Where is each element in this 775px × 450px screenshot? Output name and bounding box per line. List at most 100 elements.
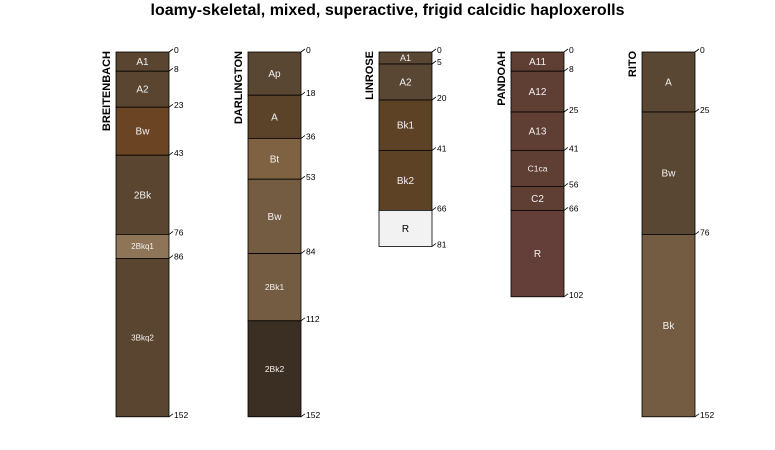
horizon-block <box>247 178 302 254</box>
depth-label: 66 <box>437 203 447 213</box>
profile-name: LINROSE <box>364 51 376 100</box>
horizon-label: Bt <box>270 154 280 165</box>
depth-label: 43 <box>174 148 184 158</box>
depth-tick <box>168 103 174 108</box>
profile-name: BREITENBACH <box>101 51 113 131</box>
depth-tick <box>431 147 437 151</box>
depth-label: 0 <box>306 45 311 55</box>
depth-label: 81 <box>437 239 447 249</box>
depth-tick <box>431 243 437 247</box>
horizon-block <box>115 70 170 108</box>
depth-tick <box>431 48 437 53</box>
depth-tick <box>168 67 174 72</box>
depth-tick <box>168 48 174 53</box>
horizon-block <box>510 70 565 113</box>
depth-tick <box>431 96 437 101</box>
depth-label: 25 <box>569 105 579 115</box>
depth-label: 102 <box>569 290 583 300</box>
horizon-label: C2 <box>531 194 544 205</box>
depth-label: 41 <box>437 143 447 153</box>
depth-label: 152 <box>306 410 320 420</box>
depth-label: 0 <box>569 45 574 55</box>
depth-tick <box>563 293 569 298</box>
depth-tick <box>563 207 569 211</box>
depth-label: 86 <box>174 251 184 261</box>
horizon-label: Bw <box>268 212 283 223</box>
profile-name: PANDOAH <box>496 51 508 106</box>
horizon-block <box>510 185 565 211</box>
depth-tick <box>694 231 700 235</box>
depth-label: 8 <box>569 64 574 74</box>
soil-profile: BREITENBACH A1 A2 Bw 2Bk 2Bkq1 3Bkq2 0 8 23 43 76 86… <box>101 45 188 420</box>
horizon-label: Ap <box>268 69 281 80</box>
depth-label: 0 <box>437 45 442 55</box>
horizon-label: Bw <box>662 169 677 180</box>
depth-tick <box>431 207 437 211</box>
depth-tick <box>300 250 306 254</box>
horizon-block <box>115 257 170 418</box>
horizon-block <box>247 253 302 322</box>
horizon-label: Bk2 <box>397 176 415 187</box>
depth-tick <box>563 183 569 187</box>
depth-tick <box>563 108 569 113</box>
horizon-block <box>378 99 433 151</box>
depth-label: 36 <box>306 131 316 141</box>
depth-label: 152 <box>700 410 714 420</box>
profile-name: RITO <box>627 51 639 78</box>
depth-label: 5 <box>437 57 442 67</box>
depth-tick <box>694 48 700 53</box>
horizon-label: 2Bk2 <box>265 364 285 374</box>
horizon-label: A <box>271 112 278 123</box>
horizon-block <box>247 137 302 180</box>
depth-tick <box>694 413 700 418</box>
depth-tick <box>168 151 174 156</box>
depth-label: 0 <box>174 45 179 55</box>
depth-tick <box>563 67 569 72</box>
horizon-label: A11 <box>529 57 546 68</box>
depth-tick <box>168 231 174 235</box>
horizon-block <box>115 106 170 156</box>
depth-tick <box>431 60 437 65</box>
depth-label: 18 <box>306 88 316 98</box>
horizon-block <box>378 63 433 101</box>
depth-tick <box>300 91 306 96</box>
horizon-label: Bk <box>663 321 676 332</box>
horizon-label: A12 <box>529 87 547 98</box>
depth-label: 76 <box>174 227 184 237</box>
depth-tick <box>300 135 306 139</box>
soil-profile: LINROSE A1 A2 Bk1 Bk2 R 0 5 20 41 66 81 <box>364 45 447 249</box>
depth-label: 112 <box>306 314 320 324</box>
soil-profile: DARLINGTON Ap A Bt Bw 2Bk1 2Bk2 0 18 36 53 84 112 152 <box>233 45 320 420</box>
horizon-label: A <box>665 78 672 89</box>
horizon-label: R <box>402 224 409 235</box>
horizon-label: A13 <box>529 127 547 138</box>
depth-label: 53 <box>306 172 316 182</box>
depth-tick <box>563 48 569 53</box>
depth-tick <box>300 317 306 322</box>
horizon-block <box>378 209 433 247</box>
horizon-label: A1 <box>136 57 149 68</box>
depth-label: 66 <box>569 203 579 213</box>
horizon-label: 3Bkq2 <box>131 333 154 342</box>
depth-label: 25 <box>700 105 710 115</box>
depth-label: 8 <box>174 64 179 74</box>
profile-name: DARLINGTON <box>233 51 245 124</box>
depth-tick <box>300 48 306 53</box>
horizon-label: A2 <box>136 85 149 96</box>
depth-tick <box>168 255 174 259</box>
horizon-label: 2Bk1 <box>265 282 285 292</box>
soil-profile: PANDOAH A11 A12 A13 C1ca C2 R 0 8 25 41 56 66 102 <box>496 45 583 300</box>
depth-label: 23 <box>174 100 184 110</box>
depth-tick <box>300 413 306 418</box>
depth-label: 76 <box>700 227 710 237</box>
horizon-label: Bw <box>136 127 151 138</box>
horizon-block <box>510 149 565 187</box>
horizon-label: A2 <box>399 78 412 89</box>
depth-label: 56 <box>569 179 579 189</box>
horizon-block <box>641 51 696 113</box>
horizon-label: C1ca <box>528 163 548 173</box>
horizon-block <box>510 209 565 298</box>
depth-tick <box>563 147 569 151</box>
depth-label: 0 <box>700 45 705 55</box>
